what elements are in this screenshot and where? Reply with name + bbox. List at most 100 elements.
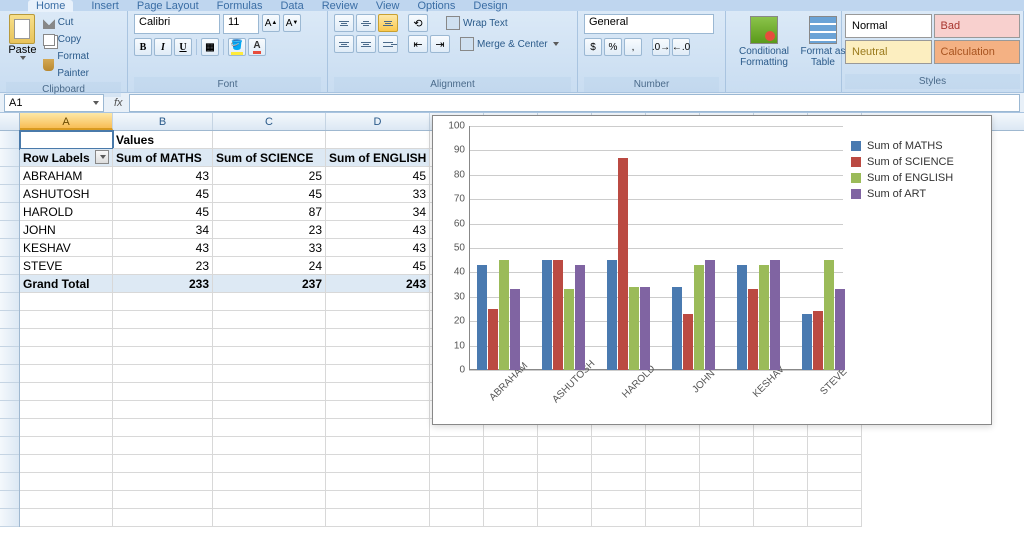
cell[interactable]: Sum of SCIENCE bbox=[213, 149, 326, 167]
borders-button[interactable]: ▦ bbox=[201, 38, 219, 56]
row-header[interactable] bbox=[0, 149, 19, 167]
cell[interactable]: Sum of MATHS bbox=[113, 149, 213, 167]
style-calculation[interactable]: Calculation bbox=[934, 40, 1021, 64]
cell[interactable] bbox=[113, 419, 213, 437]
cell[interactable] bbox=[430, 437, 484, 455]
row-header[interactable] bbox=[0, 473, 19, 491]
cell[interactable] bbox=[213, 383, 326, 401]
cell[interactable] bbox=[20, 365, 113, 383]
cell[interactable]: STEVE bbox=[20, 257, 113, 275]
cell[interactable]: 23 bbox=[213, 221, 326, 239]
row-header[interactable] bbox=[0, 329, 19, 347]
row-header[interactable] bbox=[0, 437, 19, 455]
cell[interactable] bbox=[700, 437, 754, 455]
cell[interactable]: Sum of ENGLISH bbox=[326, 149, 430, 167]
cell[interactable] bbox=[592, 491, 646, 509]
cell[interactable] bbox=[213, 509, 326, 527]
cell[interactable] bbox=[20, 509, 113, 527]
cell[interactable] bbox=[213, 437, 326, 455]
cell[interactable]: 45 bbox=[326, 167, 430, 185]
cell[interactable] bbox=[213, 401, 326, 419]
cell[interactable]: Row Labels bbox=[20, 149, 113, 167]
cell[interactable] bbox=[754, 491, 808, 509]
style-neutral[interactable]: Neutral bbox=[845, 40, 932, 64]
cell[interactable] bbox=[326, 491, 430, 509]
row-header[interactable] bbox=[0, 383, 19, 401]
cell[interactable] bbox=[20, 419, 113, 437]
cell[interactable] bbox=[326, 383, 430, 401]
cell[interactable] bbox=[20, 491, 113, 509]
cell[interactable]: 45 bbox=[326, 257, 430, 275]
row-header[interactable] bbox=[0, 275, 19, 293]
cell[interactable] bbox=[20, 329, 113, 347]
row-header[interactable] bbox=[0, 257, 19, 275]
cell[interactable]: ABRAHAM bbox=[20, 167, 113, 185]
cell[interactable] bbox=[430, 509, 484, 527]
row-header[interactable] bbox=[0, 203, 19, 221]
cell[interactable] bbox=[20, 131, 113, 149]
cell[interactable] bbox=[646, 509, 700, 527]
row-header[interactable] bbox=[0, 185, 19, 203]
wrap-text-button[interactable]: Wrap Text bbox=[446, 16, 508, 30]
underline-button[interactable]: U bbox=[174, 38, 192, 56]
cell[interactable] bbox=[484, 509, 538, 527]
cell[interactable] bbox=[326, 509, 430, 527]
cell[interactable]: 24 bbox=[213, 257, 326, 275]
row-header[interactable] bbox=[0, 419, 19, 437]
cell[interactable] bbox=[113, 509, 213, 527]
cell[interactable] bbox=[213, 347, 326, 365]
cell[interactable]: 43 bbox=[113, 239, 213, 257]
cell[interactable] bbox=[20, 455, 113, 473]
cell[interactable]: Values bbox=[113, 131, 213, 149]
cell[interactable] bbox=[700, 473, 754, 491]
cell[interactable] bbox=[113, 329, 213, 347]
cell[interactable]: 43 bbox=[113, 167, 213, 185]
cell[interactable]: 233 bbox=[113, 275, 213, 293]
bold-button[interactable]: B bbox=[134, 38, 152, 56]
row-header[interactable] bbox=[0, 455, 19, 473]
row-header[interactable] bbox=[0, 365, 19, 383]
cell[interactable]: 34 bbox=[326, 203, 430, 221]
cell[interactable] bbox=[538, 509, 592, 527]
cell[interactable] bbox=[20, 473, 113, 491]
row-header[interactable] bbox=[0, 509, 19, 527]
copy-button[interactable]: Copy bbox=[43, 31, 121, 48]
font-size-select[interactable]: 11 bbox=[223, 14, 259, 34]
font-color-button[interactable]: A bbox=[248, 38, 266, 56]
style-bad[interactable]: Bad bbox=[934, 14, 1021, 38]
cell[interactable] bbox=[808, 473, 862, 491]
cell[interactable] bbox=[646, 473, 700, 491]
font-name-select[interactable]: Calibri bbox=[134, 14, 220, 34]
cell[interactable]: Grand Total bbox=[20, 275, 113, 293]
cell[interactable]: 25 bbox=[213, 167, 326, 185]
grow-font-button[interactable]: A▲ bbox=[262, 14, 280, 32]
cell[interactable] bbox=[754, 509, 808, 527]
cell[interactable] bbox=[213, 293, 326, 311]
accounting-button[interactable]: $ bbox=[584, 38, 602, 56]
column-header-B[interactable]: B bbox=[113, 113, 213, 130]
cell[interactable] bbox=[538, 455, 592, 473]
cell[interactable] bbox=[20, 347, 113, 365]
cell[interactable]: JOHN bbox=[20, 221, 113, 239]
cell[interactable] bbox=[326, 419, 430, 437]
cell[interactable] bbox=[484, 491, 538, 509]
column-header-A[interactable]: A bbox=[20, 113, 113, 130]
cell[interactable] bbox=[113, 473, 213, 491]
cell[interactable] bbox=[808, 491, 862, 509]
cell[interactable] bbox=[592, 509, 646, 527]
cell[interactable] bbox=[113, 347, 213, 365]
cell[interactable] bbox=[326, 293, 430, 311]
italic-button[interactable]: I bbox=[154, 38, 172, 56]
shrink-font-button[interactable]: A▼ bbox=[283, 14, 301, 32]
cell[interactable] bbox=[538, 491, 592, 509]
cell[interactable] bbox=[113, 383, 213, 401]
row-header[interactable] bbox=[0, 311, 19, 329]
cell[interactable] bbox=[213, 419, 326, 437]
row-header[interactable] bbox=[0, 239, 19, 257]
filter-button[interactable] bbox=[95, 150, 109, 164]
cell[interactable] bbox=[113, 437, 213, 455]
cell[interactable]: 23 bbox=[113, 257, 213, 275]
cell[interactable] bbox=[213, 329, 326, 347]
cell[interactable] bbox=[430, 491, 484, 509]
cell[interactable] bbox=[326, 347, 430, 365]
